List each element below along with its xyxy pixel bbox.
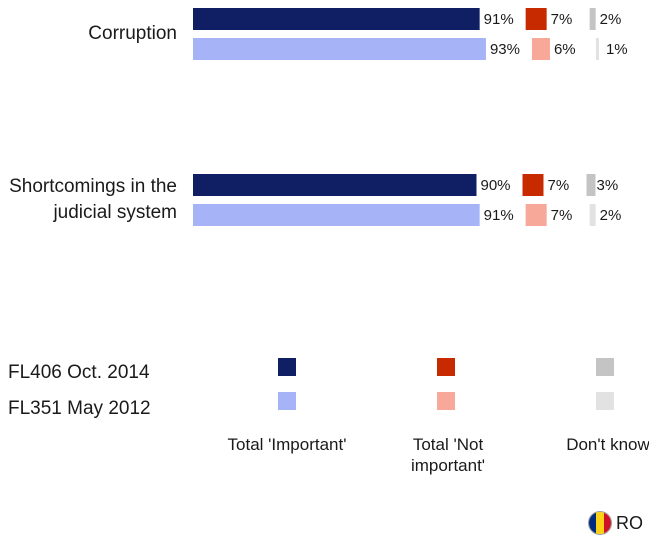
bar-important-shortcomings-in-the-judicial-system-fl351-may-2012	[193, 204, 480, 226]
bar-not-important-shortcomings-in-the-judicial-system-fl406-oct-2014	[522, 174, 544, 196]
label-not-important-corruption-fl351-may-2012: 6%	[554, 41, 576, 58]
bar-important-corruption-fl351-may-2012	[193, 38, 486, 60]
legend-swatch-dont-know-2012	[596, 392, 614, 410]
bar-not-important-shortcomings-in-the-judicial-system-fl351-may-2012	[525, 204, 547, 226]
bar-dont-know-shortcomings-in-the-judicial-system-fl406-oct-2014	[586, 174, 596, 196]
label-not-important-shortcomings-in-the-judicial-system-fl351-may-2012: 7%	[551, 207, 573, 224]
bar-dont-know-shortcomings-in-the-judicial-system-fl351-may-2012	[589, 204, 596, 226]
legend-swatch-important-2014	[278, 358, 296, 376]
flag-stripe	[596, 512, 604, 534]
bar-not-important-corruption-fl406-oct-2014	[525, 8, 547, 30]
legend-swatch-dont-know-2014	[596, 358, 614, 376]
legend-swatch-not-important-2014	[437, 358, 455, 376]
flag-stripe	[589, 512, 597, 534]
legend-label-not-important: Total 'Not important'	[410, 435, 486, 475]
legend-swatch-important-2012	[278, 392, 296, 410]
bar-dont-know-corruption-fl351-may-2012	[595, 38, 599, 60]
label-important-shortcomings-in-the-judicial-system-fl406-oct-2014: 90%	[481, 177, 511, 194]
flag-stripe	[603, 512, 611, 534]
label-dont-know-corruption-fl351-may-2012: 1%	[606, 41, 628, 58]
label-dont-know-corruption-fl406-oct-2014: 2%	[600, 11, 622, 28]
legend-row-label-2014: FL406 Oct. 2014	[8, 362, 150, 383]
legend-swatch-not-important-2012	[437, 392, 455, 410]
bar-dont-know-corruption-fl406-oct-2014	[589, 8, 596, 30]
country-indicator: RO	[588, 511, 643, 535]
bar-not-important-corruption-fl351-may-2012	[531, 38, 550, 60]
romania-flag-icon	[588, 511, 612, 535]
label-important-shortcomings-in-the-judicial-system-fl351-may-2012: 91%	[484, 207, 514, 224]
label-dont-know-shortcomings-in-the-judicial-system-fl406-oct-2014: 3%	[597, 177, 619, 194]
label-important-corruption-fl351-may-2012: 93%	[490, 41, 520, 58]
country-code: RO	[616, 512, 643, 533]
label-important-corruption-fl406-oct-2014: 91%	[484, 11, 514, 28]
bar-important-shortcomings-in-the-judicial-system-fl406-oct-2014	[193, 174, 477, 196]
legend-label-dont-know: Don't know	[566, 435, 649, 454]
bar-important-corruption-fl406-oct-2014	[193, 8, 480, 30]
category-label-shortcomings-in-the-judicial-system: Shortcomings in the	[9, 176, 177, 197]
category-label-corruption: Corruption	[88, 23, 177, 44]
bar-chart: Corruption 91% 7% 2% 93% 6% 1% Shortcomings in …	[9, 8, 628, 226]
legend-row-label-2012: FL351 May 2012	[8, 398, 151, 419]
label-not-important-shortcomings-in-the-judicial-system-fl406-oct-2014: 7%	[548, 177, 570, 194]
label-not-important-corruption-fl406-oct-2014: 7%	[551, 11, 573, 28]
label-dont-know-shortcomings-in-the-judicial-system-fl351-may-2012: 2%	[600, 207, 622, 224]
legend-label-important: Total 'Important'	[227, 435, 347, 454]
category-label-shortcomings-in-the-judicial-system: judicial system	[52, 202, 177, 223]
